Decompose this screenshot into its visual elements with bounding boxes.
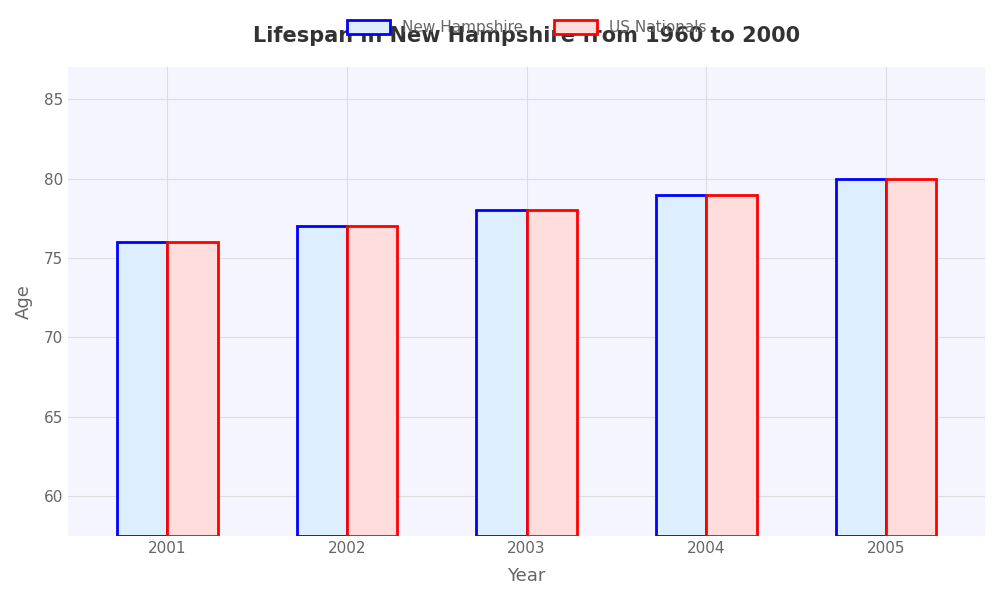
Legend: New Hampshire, US Nationals: New Hampshire, US Nationals xyxy=(341,14,712,41)
Title: Lifespan in New Hampshire from 1960 to 2000: Lifespan in New Hampshire from 1960 to 2… xyxy=(253,26,800,46)
Bar xyxy=(656,194,706,536)
Bar xyxy=(476,211,527,536)
Bar xyxy=(886,179,936,536)
X-axis label: Year: Year xyxy=(507,567,546,585)
Bar xyxy=(297,226,347,536)
Bar xyxy=(836,179,886,536)
Y-axis label: Age: Age xyxy=(15,284,33,319)
Bar xyxy=(347,226,397,536)
Bar xyxy=(167,242,218,536)
Bar xyxy=(117,242,167,536)
Bar xyxy=(706,194,757,536)
Bar xyxy=(527,211,577,536)
